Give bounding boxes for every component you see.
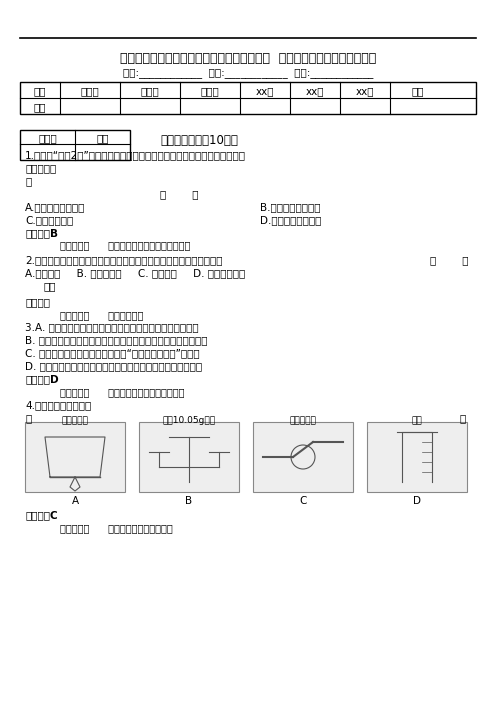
Text: 1.下列从“嫦娥2号”探月卫星发回的数据获取的四项信息中，与化学研究关系: 1.下列从“嫦娥2号”探月卫星发回的数据获取的四项信息中，与化学研究关系 <box>25 150 246 160</box>
Text: 3.A. 生活中改变不良的用水习惯，尽可能充分利用每一滴水: 3.A. 生活中改变不良的用水习惯，尽可能充分利用每一滴水 <box>25 322 198 332</box>
Text: 难度：基础      知识点：自然界的水单元测试: 难度：基础 知识点：自然界的水单元测试 <box>60 387 185 397</box>
Bar <box>139 422 239 492</box>
Text: 难度：容易      知识点：氧气: 难度：容易 知识点：氧气 <box>60 310 143 320</box>
Text: 点燃酒精灯: 点燃酒精灯 <box>62 416 88 425</box>
Text: 是: 是 <box>25 176 31 186</box>
Text: 选择题: 选择题 <box>81 86 99 96</box>
Text: 最为密切的: 最为密切的 <box>25 163 56 173</box>
Text: A: A <box>71 496 78 506</box>
Bar <box>367 422 467 492</box>
Text: B: B <box>186 496 192 506</box>
Text: B.月球表面元素分布: B.月球表面元素分布 <box>260 202 320 212</box>
Text: D.地月空间环境数据: D.地月空间环境数据 <box>260 215 321 225</box>
Text: xx题: xx题 <box>306 86 324 96</box>
Text: 难度：容易      知识点：走进化学实验室: 难度：容易 知识点：走进化学实验室 <box>60 523 173 533</box>
Text: xx题: xx题 <box>256 86 274 96</box>
Text: 答案: 答案 <box>43 281 56 291</box>
Text: 量筒: 量筒 <box>412 416 423 425</box>
Text: 【答案】: 【答案】 <box>25 297 50 307</box>
Text: xx题: xx题 <box>356 86 374 96</box>
Text: 简答题: 简答题 <box>200 86 219 96</box>
Text: （        ）: （ ） <box>160 189 198 199</box>
Text: 得分: 得分 <box>96 133 109 143</box>
Text: 得分: 得分 <box>34 102 46 112</box>
Text: 难度：容易      知识点：我们周围空气单元测试: 难度：容易 知识点：我们周围空气单元测试 <box>60 240 190 250</box>
Bar <box>25 422 125 492</box>
Text: 姓名:____________  年级:____________  学号:____________: 姓名:____________ 年级:____________ 学号:_____… <box>123 68 373 78</box>
Text: 【答案】B: 【答案】B <box>25 228 58 238</box>
Text: 【答案】C: 【答案】C <box>25 510 58 520</box>
Text: 4.下列实验操作正确的: 4.下列实验操作正确的 <box>25 400 91 410</box>
Text: 是: 是 <box>25 413 31 423</box>
Text: C. 城市生活污水、工业废水应遵循“先净化，后排放”的原则: C. 城市生活污水、工业废水应遵循“先净化，后排放”的原则 <box>25 348 199 358</box>
Text: B. 农业生活中改变灌溉方式，变漫灌为喷灌或滴灌，以节约用水: B. 农业生活中改变灌溉方式，变漫灌为喷灌或滴灌，以节约用水 <box>25 335 207 345</box>
Text: 【答案】D: 【答案】D <box>25 374 59 384</box>
Text: （        ）: （ ） <box>430 255 469 265</box>
Text: C.月球土壤厚度: C.月球土壤厚度 <box>25 215 73 225</box>
Text: 连接玻璃管: 连接玻璃管 <box>290 416 316 425</box>
Text: 初中化学福建省永定县坎市中学级化学上学期  期末模拟考试卷考试题及答案: 初中化学福建省永定县坎市中学级化学上学期 期末模拟考试卷考试题及答案 <box>120 52 376 65</box>
Text: 评卷人: 评卷人 <box>38 133 57 143</box>
Bar <box>20 130 130 160</box>
Text: A.月球表面地形数据: A.月球表面地形数据 <box>25 202 85 212</box>
Text: 2.铁丝在氧气中燃烧实验中，最能说明该变化是化学变化的主要现象是: 2.铁丝在氧气中燃烧实验中，最能说明该变化是化学变化的主要现象是 <box>25 255 223 265</box>
Bar <box>253 422 353 492</box>
Text: 一、选择题（共10题）: 一、选择题（共10题） <box>160 134 238 147</box>
Text: （: （ <box>460 413 466 423</box>
Bar <box>20 82 476 114</box>
Text: 总分: 总分 <box>412 86 424 96</box>
Text: 称量10.05g固体: 称量10.05g固体 <box>162 416 216 425</box>
Text: 填空题: 填空题 <box>141 86 159 96</box>
Text: D: D <box>413 496 421 506</box>
Text: 题型: 题型 <box>34 86 46 96</box>
Text: A.剧烈燃烧     B. 放出大量热     C. 火星四射     D. 生成黑色固体: A.剧烈燃烧 B. 放出大量热 C. 火星四射 D. 生成黑色固体 <box>25 268 245 278</box>
Text: D. 采用燃烧氢气的方式生产水，以补充城市饮用水资源的不足: D. 采用燃烧氢气的方式生产水，以补充城市饮用水资源的不足 <box>25 361 202 371</box>
Text: C: C <box>299 496 307 506</box>
